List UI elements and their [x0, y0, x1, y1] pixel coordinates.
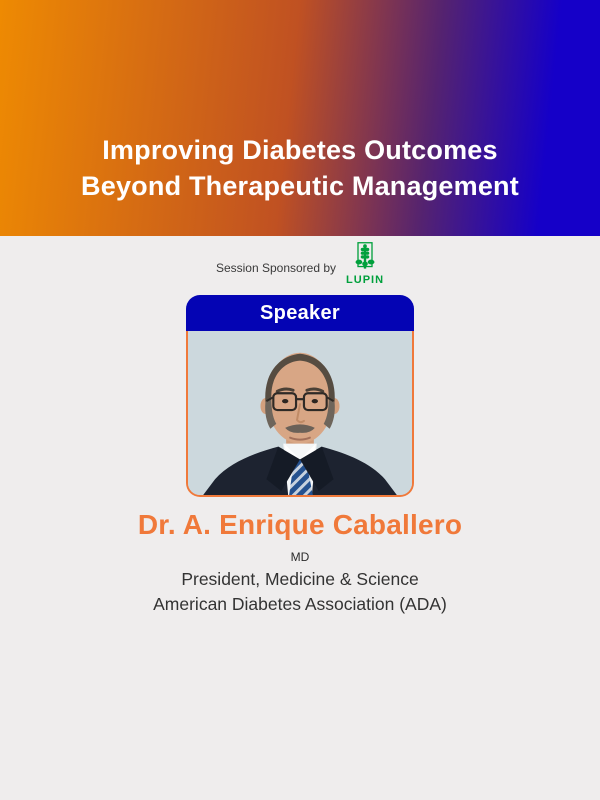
- lupin-logo: LUPIN: [346, 242, 384, 286]
- event-title-line1: Improving Diabetes Outcomes: [102, 135, 498, 165]
- speaker-info: Dr. A. Enrique Caballero MD President, M…: [0, 509, 600, 617]
- lupin-logo-text: LUPIN: [346, 274, 385, 286]
- speaker-card-header-label: Speaker: [260, 301, 340, 324]
- lupin-flower-icon: [351, 242, 379, 274]
- event-title: Improving Diabetes Outcomes Beyond Thera…: [81, 132, 519, 204]
- sponsor-row: Session Sponsored by LUPI: [0, 241, 600, 287]
- hero-banner: Improving Diabetes Outcomes Beyond Thera…: [0, 0, 600, 236]
- speaker-name: Dr. A. Enrique Caballero: [137, 509, 463, 540]
- speaker-credentials: MD: [290, 550, 310, 564]
- speaker-card: Speaker: [186, 295, 414, 497]
- speaker-photo: [186, 331, 414, 497]
- speaker-role: President, Medicine & Science: [181, 569, 419, 589]
- sponsor-label: Session Sponsored by: [215, 261, 337, 275]
- speaker-card-header: Speaker: [186, 295, 414, 331]
- speaker-organization: American Diabetes Association (ADA): [153, 594, 447, 614]
- event-title-line2: Beyond Therapeutic Management: [81, 171, 519, 201]
